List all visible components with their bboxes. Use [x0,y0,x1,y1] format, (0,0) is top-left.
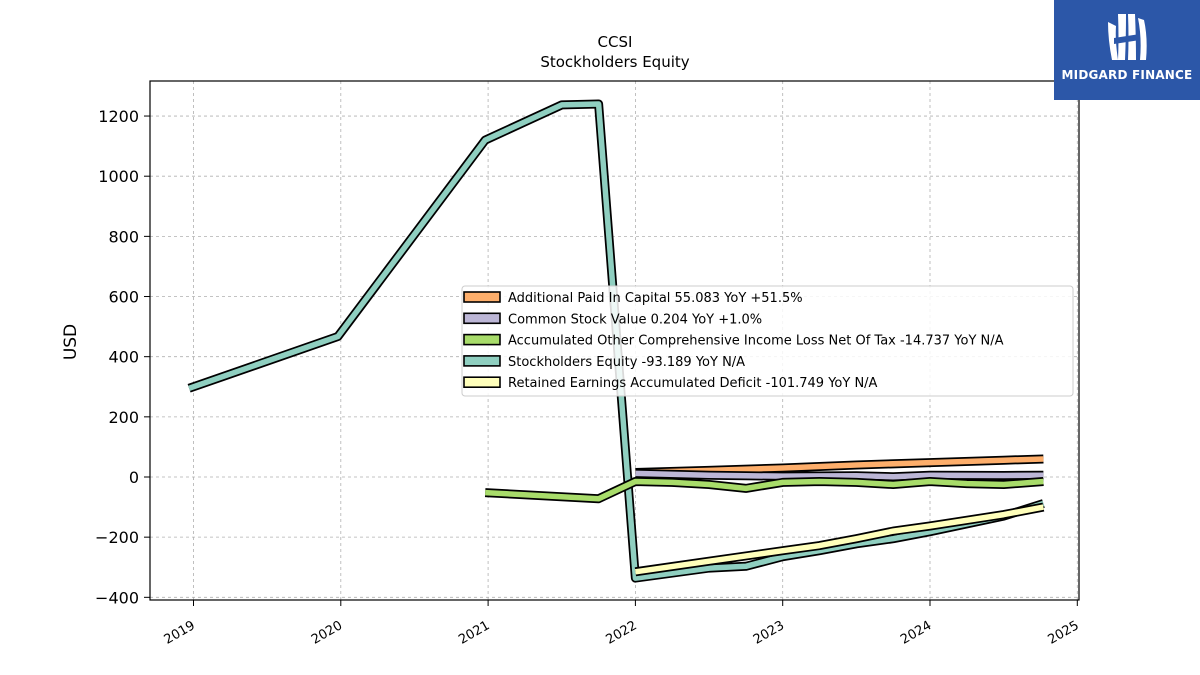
y-tick-label: 800 [108,227,139,246]
legend-swatch [463,376,501,389]
series-line [485,478,1044,502]
y-tick-label: −400 [95,588,139,607]
x-tick-label: 2025 [1045,618,1081,648]
x-tick-label: 2024 [898,618,934,648]
legend-box [461,285,1074,397]
y-tick-label: −200 [95,528,139,547]
series-additional-paid-in-capital [635,454,1044,477]
series-line [635,456,1044,476]
legend-item: Accumulated Other Comprehensive Income L… [463,333,1004,349]
brand-badge: MIDGARD FINANCE [1054,0,1200,100]
legend-label: Accumulated Other Comprehensive Income L… [508,334,1004,349]
y-tick-label: 1000 [98,167,139,186]
legend-label: Additional Paid In Capital 55.083 YoY +5… [508,291,803,306]
series-accumulated-other-comprehensive-income-loss-net-of-tax [484,477,1044,504]
y-tick-label: 0 [129,468,139,487]
x-tick-label: 2022 [604,618,640,648]
y-tick-label: 400 [108,348,139,367]
plot-frame [149,80,1080,601]
legend-item: Retained Earnings Accumulated Deficit -1… [463,376,878,391]
series-line [188,101,1045,581]
y-axis-label: USD [61,324,81,360]
legend-label: Stockholders Equity -93.189 YoY N/A [508,355,745,370]
legend-swatch [463,333,501,346]
brand-name: MIDGARD FINANCE [1061,68,1193,82]
legend-item: Common Stock Value 0.204 YoY +1.0% [463,312,762,327]
legend-label: Common Stock Value 0.204 YoY +1.0% [508,312,762,327]
chart-subtitle: Stockholders Equity [540,53,689,71]
y-tick-label: 200 [108,408,139,427]
legend-swatch [463,355,501,367]
y-tick-label: 600 [108,288,139,307]
series-layer [187,99,1045,583]
chart-title: CCSI [598,33,633,51]
series-common-stock-value [635,468,1044,482]
legend-label: Retained Earnings Accumulated Deficit -1… [508,376,878,391]
legend-swatch [463,312,501,325]
legend-item: Stockholders Equity -93.189 YoY N/A [463,355,745,370]
x-tick-label: 2021 [456,618,492,648]
midgard-logo-icon [1108,14,1147,60]
series-stockholders-equity [187,99,1045,583]
x-tick-label: 2020 [309,618,345,648]
legend-swatch [463,291,501,303]
series-retained-earnings-accumulated-deficit [634,502,1045,577]
x-tick-label: 2023 [751,618,787,648]
y-tick-label: 1200 [98,107,139,126]
series-line [635,470,1044,480]
series-line [635,504,1044,575]
x-tick-label: 2019 [162,618,198,648]
legend: Additional Paid In Capital 55.083 YoY +5… [461,285,1074,397]
legend-item: Additional Paid In Capital 55.083 YoY +5… [463,291,803,306]
